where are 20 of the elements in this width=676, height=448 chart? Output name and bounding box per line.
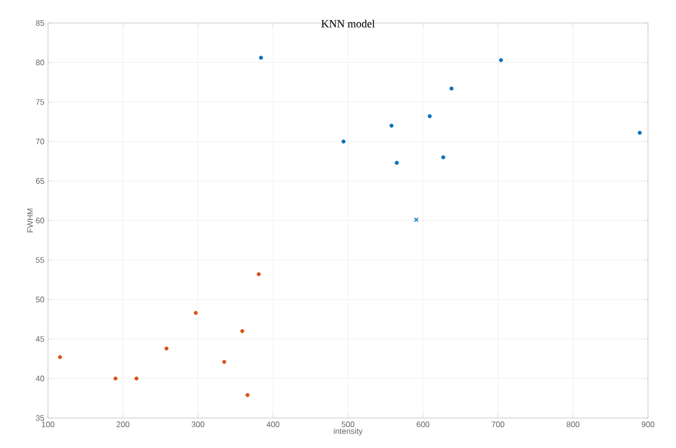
point — [450, 86, 454, 91]
point — [256, 272, 261, 276]
point — [441, 155, 446, 160]
point — [240, 329, 244, 334]
point — [222, 360, 226, 364]
point — [246, 393, 250, 398]
point — [638, 130, 642, 135]
point — [259, 56, 263, 60]
point — [194, 310, 198, 315]
point — [394, 160, 399, 165]
point — [499, 58, 503, 62]
point — [134, 376, 138, 380]
point — [428, 114, 432, 118]
point — [58, 355, 62, 360]
chart-title: KNN model — [321, 20, 375, 28]
point — [414, 217, 419, 222]
point — [164, 346, 168, 350]
point — [114, 376, 118, 380]
point — [390, 124, 394, 128]
point — [342, 140, 346, 144]
